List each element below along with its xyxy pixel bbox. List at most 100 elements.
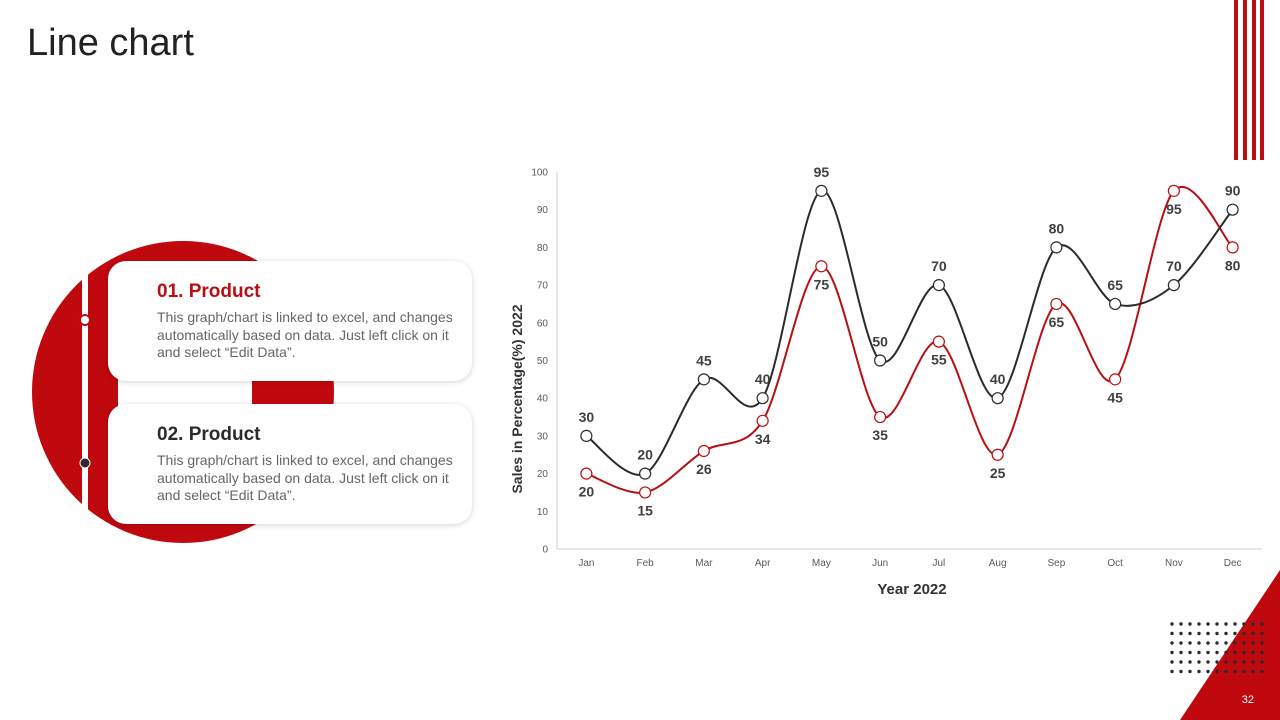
data-point	[639, 486, 652, 499]
decorative-dot	[1242, 641, 1246, 645]
data-label: 26	[696, 461, 712, 477]
data-point	[991, 392, 1004, 405]
data-label: 40	[990, 371, 1006, 387]
decorative-dot	[1224, 622, 1228, 626]
decorative-dot	[1242, 669, 1246, 674]
x-tick-label: Sep	[1047, 558, 1065, 569]
stripe	[1260, 0, 1264, 160]
y-tick-label: 50	[537, 356, 549, 367]
data-label: 35	[872, 427, 888, 443]
data-point	[1226, 241, 1239, 254]
y-tick-label: 90	[537, 205, 549, 216]
decorative-dot	[1242, 622, 1246, 626]
data-point	[639, 467, 652, 480]
decorative-dot	[1260, 622, 1264, 626]
decorative-dot	[1224, 631, 1228, 636]
dot-pattern	[1170, 622, 1264, 674]
data-point	[991, 448, 1004, 461]
y-axis: 0 10 20 30 40 50 60 70 80 90 100	[531, 168, 558, 556]
decorative-dot	[1251, 631, 1255, 636]
decorative-dot	[1170, 622, 1174, 626]
decorative-dot	[1215, 622, 1219, 626]
decorative-dot	[1188, 650, 1192, 655]
decorative-dot	[1260, 669, 1264, 674]
decorative-dot	[1233, 669, 1237, 674]
stripe	[1234, 0, 1238, 160]
y-tick-label: 0	[542, 545, 548, 556]
data-label: 65	[1107, 277, 1123, 293]
decorative-dot	[1215, 650, 1219, 655]
y-tick-label: 80	[537, 243, 549, 254]
data-point	[1109, 373, 1122, 386]
sales-line-chart: 0 10 20 30 40 50 60 70 80 90 100 Jan Feb Mar Apr May Ju…	[509, 164, 1262, 598]
series-product-01: 20 15 26 34 75 35 55 25 65 45 95 80	[579, 184, 1241, 518]
decorative-dot	[1224, 650, 1228, 655]
decorative-dot	[1197, 622, 1201, 626]
decorative-dot	[1233, 660, 1237, 664]
decorative-dot	[1215, 669, 1219, 674]
data-label: 95	[1166, 201, 1182, 217]
decorative-dot	[1197, 660, 1201, 664]
data-point	[1226, 203, 1239, 216]
decorative-dot	[1197, 631, 1201, 636]
decorative-dot	[1251, 641, 1255, 645]
decorative-dot	[1242, 650, 1246, 655]
x-tick-label: May	[812, 558, 831, 569]
page-number: 32	[1241, 694, 1254, 706]
data-point	[580, 467, 593, 480]
data-point	[815, 184, 828, 197]
x-axis: Jan Feb Mar Apr May Jun Jul Aug Sep Oct Nov Dec	[557, 548, 1262, 569]
data-label: 45	[1107, 389, 1123, 405]
data-point	[1167, 279, 1180, 292]
data-point	[697, 444, 710, 458]
decorative-dot	[1215, 631, 1219, 636]
decorative-dot	[1242, 660, 1246, 664]
y-axis-title: Sales in Percentage(%) 2022	[509, 304, 525, 493]
product-card-1: 01. Product This graph/chart is linked t…	[108, 261, 472, 381]
decorative-dot	[1170, 631, 1174, 636]
x-tick-label: Dec	[1224, 558, 1242, 569]
data-point	[1050, 241, 1063, 254]
decorative-dot	[1242, 631, 1246, 636]
x-tick-label: Jan	[578, 558, 594, 569]
data-label: 20	[637, 447, 653, 463]
data-point	[815, 260, 828, 273]
y-tick-label: 60	[537, 318, 549, 329]
data-label: 95	[814, 164, 830, 180]
data-label: 25	[990, 465, 1006, 481]
decorative-dot	[1224, 641, 1228, 645]
decorative-stripes	[1234, 0, 1264, 160]
decorative-dot	[1188, 641, 1192, 645]
x-tick-label: Aug	[989, 558, 1007, 569]
decorative-dot	[1197, 650, 1201, 655]
x-tick-label: Feb	[637, 558, 655, 569]
decorative-dot	[1179, 669, 1183, 674]
x-tick-label: Nov	[1165, 558, 1183, 569]
product-card-text: This graph/chart is linked to excel, and…	[157, 452, 453, 503]
data-point	[1167, 184, 1180, 197]
decorative-dot	[1215, 660, 1219, 664]
decorative-dot	[1233, 650, 1237, 655]
x-tick-label: Apr	[755, 558, 771, 569]
x-tick-label: Jun	[872, 558, 888, 569]
decorative-dot	[1188, 669, 1192, 674]
data-label: 15	[637, 502, 653, 518]
corner-triangle	[1180, 570, 1280, 720]
decorative-dot	[1206, 631, 1210, 636]
x-tick-label: Oct	[1107, 558, 1123, 569]
decorative-dot	[1170, 660, 1174, 664]
series-product-02: 30 20 45 40 95 50 70 40 80 65 70 90	[579, 164, 1241, 480]
decorative-dot	[1170, 669, 1174, 674]
decorative-dot	[1179, 660, 1183, 664]
data-label: 70	[931, 258, 947, 274]
stripe	[1252, 0, 1256, 160]
timeline-marker	[79, 314, 91, 326]
series-layer: 20 15 26 34 75 35 55 25 65 45 95 80 30 20 45 40 95 50 70 40…	[579, 164, 1241, 519]
decorative-dot	[1170, 650, 1174, 655]
decorative-dot	[1215, 641, 1219, 645]
y-tick-label: 10	[537, 507, 549, 518]
data-label: 50	[872, 334, 888, 350]
data-point	[756, 392, 769, 405]
data-label: 90	[1225, 183, 1241, 199]
y-tick-label: 70	[537, 281, 549, 292]
